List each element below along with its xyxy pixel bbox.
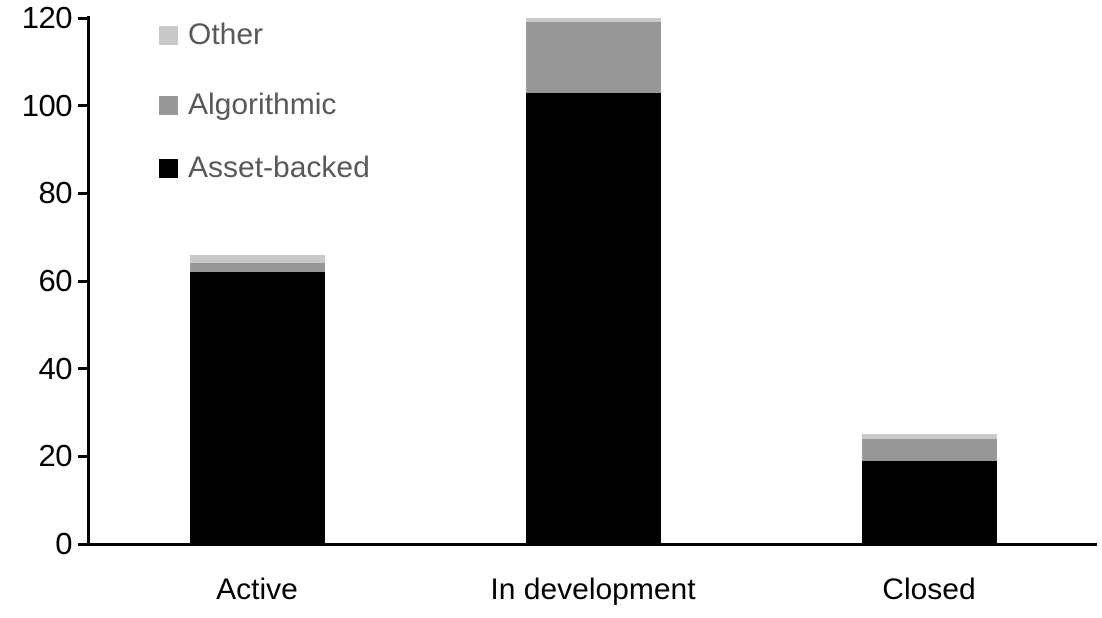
- y-tick-label-0: 0: [55, 526, 72, 561]
- y-tick-label-100: 100: [21, 87, 73, 123]
- y-tick-label-80: 80: [38, 175, 73, 211]
- legend-swatch-other: [159, 25, 178, 45]
- legend-item-other: Other: [159, 18, 264, 51]
- y-tick-label-20: 20: [38, 438, 73, 474]
- y-tick-mark-0: [78, 542, 89, 546]
- bar-segment-algorithmic-active: [189, 263, 325, 273]
- bar-segment-other-closed: [861, 434, 997, 439]
- legend-swatch-algorithmic: [159, 95, 178, 115]
- y-tick-label-60: 60: [38, 263, 73, 298]
- y-tick-mark-100: [78, 104, 89, 108]
- bar-segment-algorithmic-closed: [861, 438, 997, 461]
- y-tick-mark-80: [78, 191, 89, 195]
- y-tick-label-40: 40: [38, 350, 73, 386]
- legend-label-asset-backed: Asset-backed: [188, 151, 370, 184]
- y-tick-mark-60: [78, 279, 89, 283]
- bar-segment-other-in-development: [525, 18, 661, 23]
- x-axis-label-in-development: In development: [490, 573, 696, 606]
- bar-segment-algorithmic-in-development: [525, 22, 661, 93]
- x-axis-line: [87, 543, 1097, 546]
- x-axis-label-active: Active: [216, 573, 298, 606]
- legend-label-other: Other: [188, 18, 264, 51]
- bar-segment-asset-backed-active: [189, 272, 325, 544]
- y-tick-mark-120: [78, 16, 89, 20]
- y-tick-mark-40: [78, 367, 89, 371]
- bar-segment-asset-backed-in-development: [525, 92, 661, 544]
- legend-label-algorithmic: Algorithmic: [188, 88, 337, 121]
- legend-item-asset-backed: Asset-backed: [159, 151, 370, 184]
- y-tick-mark-20: [78, 454, 89, 458]
- legend-swatch-asset-backed: [159, 158, 178, 178]
- x-axis-label-closed: Closed: [882, 573, 976, 606]
- bar-segment-asset-backed-closed: [861, 460, 997, 544]
- bar-segment-other-active: [189, 254, 325, 264]
- y-tick-label-120: 120: [21, 0, 73, 35]
- legend-item-algorithmic: Algorithmic: [159, 88, 337, 121]
